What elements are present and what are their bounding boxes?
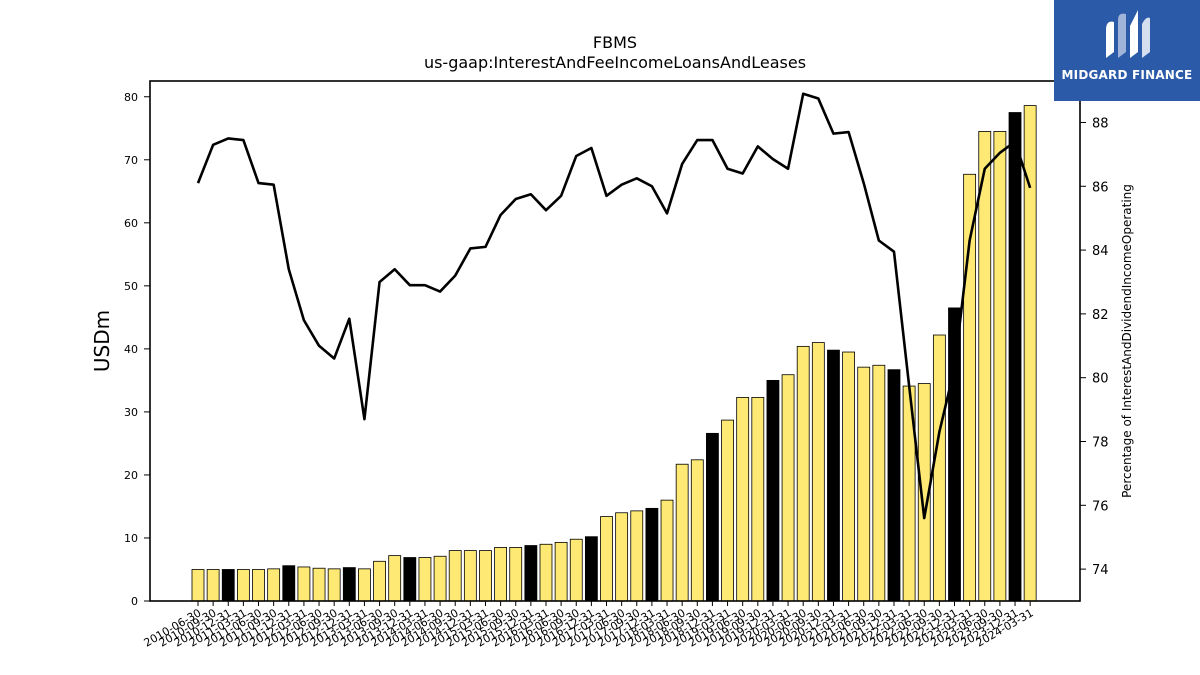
chart-subtitle: us-gaap:InterestAndFeeIncomeLoansAndLeas… [424, 53, 806, 72]
bar-2016-12-31 [584, 536, 598, 602]
y-tick-label: 0 [131, 595, 138, 608]
bar-2021-12-31 [887, 369, 901, 602]
bar-2022-12-31 [948, 307, 961, 602]
bar-2013-12-31 [403, 557, 417, 602]
y2-tick-label: 78 [1092, 435, 1109, 450]
y2-tick-label: 84 [1092, 244, 1109, 259]
bar-2014-09-30 [448, 550, 462, 602]
y-tick-label: 80 [124, 91, 138, 104]
bar-2019-12-31 [766, 379, 780, 602]
bar-2012-12-31 [342, 567, 356, 602]
percentage-line [196, 92, 1032, 520]
y-tick-label: 20 [124, 469, 138, 482]
y2-tick-label: 80 [1092, 372, 1109, 387]
y2-tick-label: 82 [1092, 308, 1109, 323]
plot-frame [149, 80, 1081, 602]
bar-2023-09-30 [993, 131, 1007, 602]
logo-text: MIDGARD FINANCE [1061, 68, 1193, 82]
y-tick-label: 30 [124, 406, 138, 419]
y-tick-label: 10 [124, 532, 138, 545]
bar-2015-09-30 [509, 547, 523, 602]
chart-title: FBMS [593, 33, 637, 52]
logo-mark-icon [1106, 10, 1150, 59]
bar-2019-03-31 [721, 419, 734, 602]
y2-axis-label: Percentage of InterestAndDividendIncomeO… [1120, 184, 1134, 498]
x-axis: 2010-06-302010-09-302010-12-312011-03-31… [142, 601, 1036, 650]
bar-2020-09-30 [811, 342, 825, 602]
logo: MIDGARD FINANCE [1054, 0, 1200, 101]
line-series [196, 92, 1032, 520]
bar-2013-03-31 [358, 568, 371, 602]
bar-2015-03-31 [479, 550, 492, 602]
bar-2019-09-30 [751, 397, 765, 602]
bar-2014-12-31 [463, 550, 477, 602]
bar-series [191, 105, 1037, 602]
bar-2014-03-31 [418, 557, 432, 602]
bar-2023-12-31 [1008, 112, 1022, 602]
bar-2018-12-31 [706, 432, 719, 602]
y2-tick-label: 76 [1092, 499, 1109, 514]
bar-2011-12-31 [282, 565, 296, 602]
bar-2017-12-31 [645, 507, 659, 602]
bar-2015-12-31 [524, 545, 538, 602]
bar-2022-09-30 [932, 334, 946, 602]
y-tick-label: 40 [124, 343, 138, 356]
bar-2021-06-30 [857, 366, 871, 602]
bar-2012-06-30 [312, 567, 326, 602]
bar-2013-06-30 [373, 560, 386, 602]
bar-2016-09-30 [569, 538, 583, 602]
bar-2016-03-31 [539, 543, 553, 602]
bar-2020-03-31 [781, 374, 795, 602]
bar-2015-06-30 [494, 547, 508, 602]
bar-2017-03-31 [600, 516, 613, 602]
y-axis-label: USDm [90, 310, 114, 372]
bar-2019-06-30 [736, 397, 750, 602]
bar-2021-03-31 [842, 351, 855, 602]
bar-2023-06-30 [978, 131, 992, 602]
y-axis-right: 74 76 78 80 82 84 86 88 [1080, 116, 1109, 578]
bar-2012-03-31 [297, 566, 311, 602]
y2-tick-label: 86 [1092, 180, 1109, 195]
bar-2011-03-31 [236, 569, 250, 602]
y2-tick-label: 74 [1092, 563, 1109, 578]
y-tick-label: 50 [124, 280, 138, 293]
bar-2013-09-30 [388, 555, 402, 602]
y-tick-label: 60 [124, 217, 138, 230]
bar-2018-06-30 [675, 463, 689, 602]
bar-2018-03-31 [660, 499, 674, 602]
bar-2017-09-30 [630, 510, 644, 602]
y-axis-left: 0 10 20 30 40 50 60 70 80 [124, 91, 150, 608]
bar-2010-06-30 [191, 569, 205, 602]
bar-2020-06-30 [796, 345, 810, 602]
bar-2020-12-31 [827, 349, 840, 602]
bar-2012-09-30 [327, 568, 341, 602]
bar-2010-12-31 [221, 569, 235, 602]
y-tick-label: 70 [124, 154, 138, 167]
bar-2011-06-30 [252, 569, 265, 602]
bar-2021-09-30 [872, 364, 886, 602]
bar-2017-06-30 [615, 512, 629, 602]
bar-2018-09-30 [690, 459, 704, 602]
bar-2016-06-30 [554, 541, 568, 602]
bar-2010-09-30 [206, 569, 220, 602]
bar-2024-03-31 [1023, 105, 1037, 602]
bar-2011-09-30 [267, 568, 281, 602]
bar-2014-06-30 [433, 555, 447, 602]
y2-tick-label: 88 [1092, 116, 1109, 131]
